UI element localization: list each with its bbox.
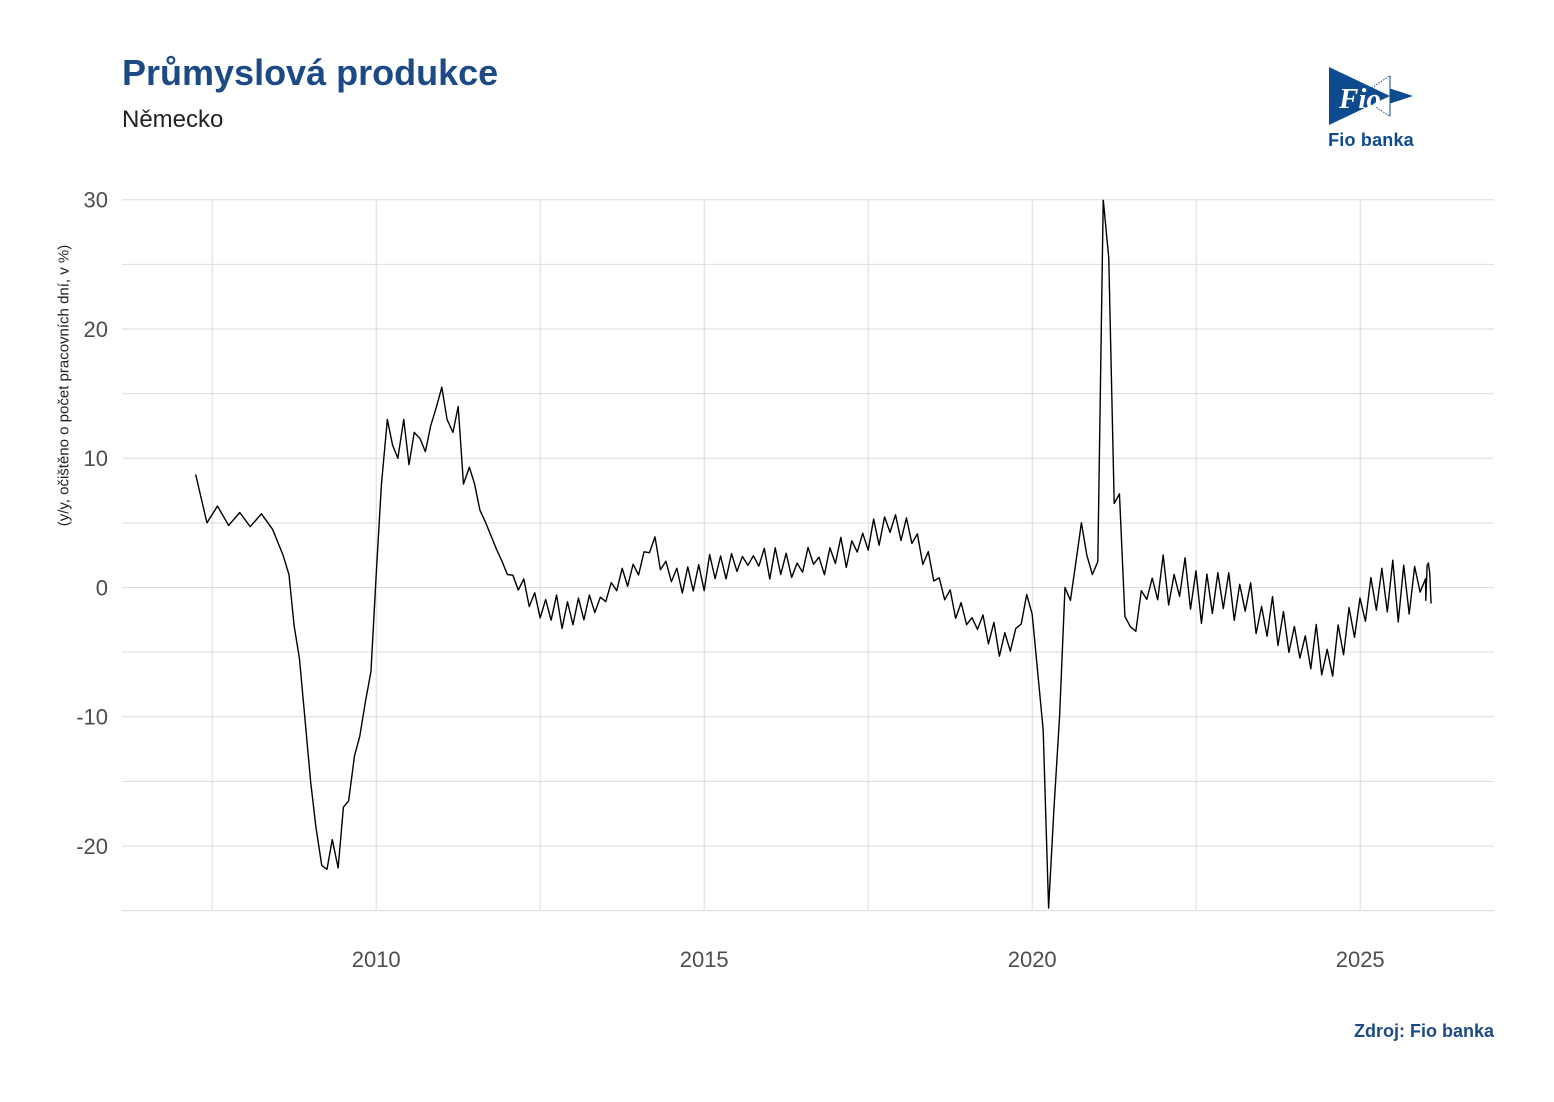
svg-text:-20: -20 bbox=[76, 834, 108, 859]
svg-text:20: 20 bbox=[84, 317, 108, 342]
svg-text:2015: 2015 bbox=[680, 947, 729, 972]
svg-text:2020: 2020 bbox=[1008, 947, 1057, 972]
svg-text:0: 0 bbox=[96, 575, 108, 600]
svg-text:Fio: Fio bbox=[1338, 83, 1381, 115]
svg-text:2025: 2025 bbox=[1336, 947, 1385, 972]
svg-text:2010: 2010 bbox=[352, 947, 401, 972]
svg-text:-10: -10 bbox=[76, 705, 108, 730]
svg-text:30: 30 bbox=[84, 188, 108, 213]
svg-text:10: 10 bbox=[84, 446, 108, 471]
